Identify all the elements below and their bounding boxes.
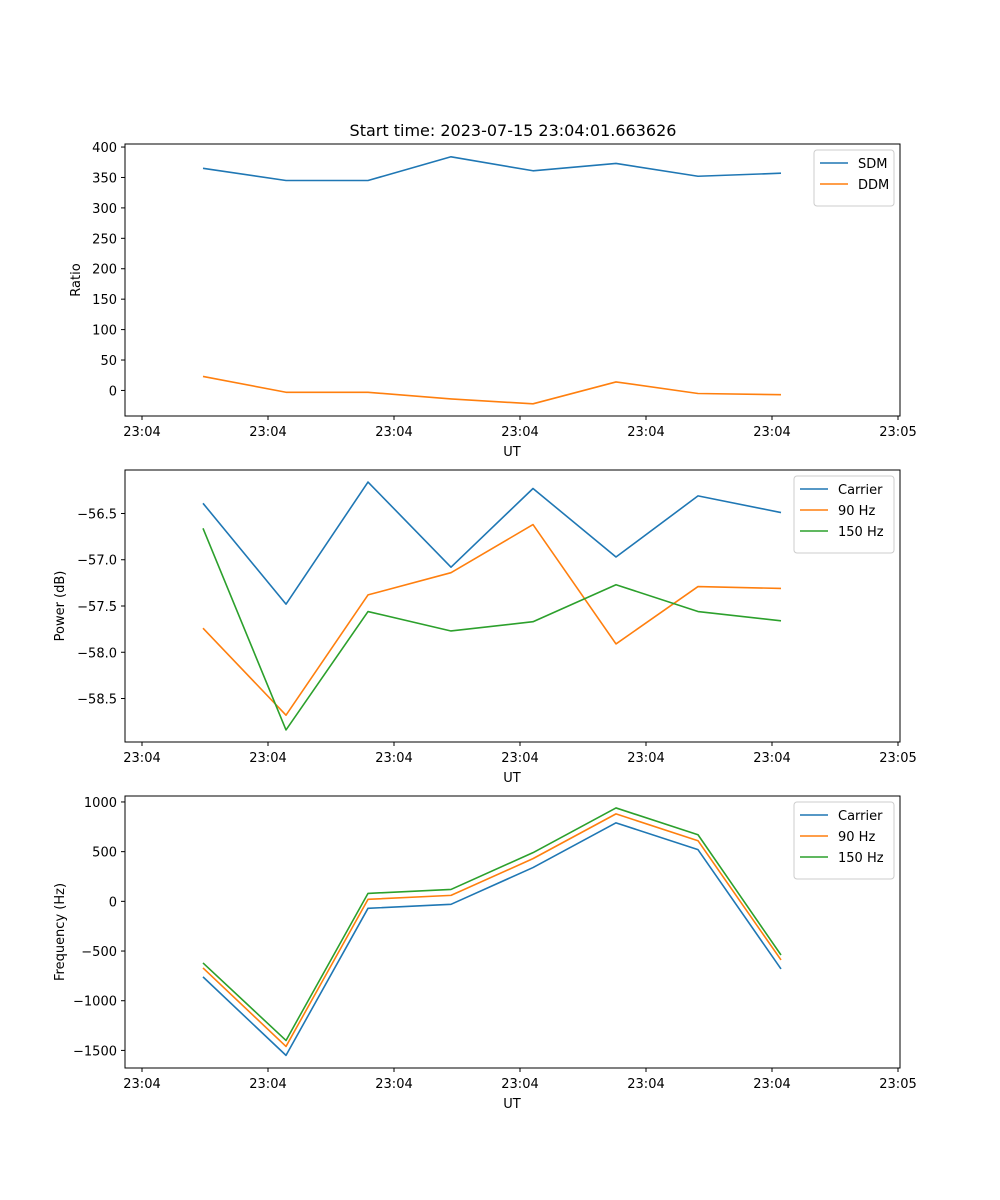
x-tick-label: 23:04 xyxy=(501,425,538,440)
legend-label: 150 Hz xyxy=(838,525,884,540)
x-tick-label: 23:04 xyxy=(627,1077,664,1092)
y-tick-label: 250 xyxy=(92,232,117,247)
x-tick-label: 23:05 xyxy=(879,1077,916,1092)
series-line-90-hz xyxy=(202,523,782,716)
y-tick-label: −1000 xyxy=(73,995,117,1010)
y-tick-label: −500 xyxy=(81,945,117,960)
legend-box xyxy=(793,475,895,554)
axes-frame xyxy=(124,143,901,417)
legend-label: 90 Hz xyxy=(838,830,875,845)
y-tick-label: 0 xyxy=(109,384,117,399)
legend: Carrier 90 Hz 150 Hz xyxy=(793,801,895,880)
x-tick-label: 23:04 xyxy=(249,751,286,766)
y-tick-label: −58.5 xyxy=(77,693,117,708)
axes-frame xyxy=(124,469,901,743)
legend-box xyxy=(813,149,895,207)
y-axis-label: Frequency (Hz) xyxy=(53,883,68,981)
x-axis-label: UT xyxy=(503,771,521,786)
x-tick-label: 23:04 xyxy=(249,1077,286,1092)
x-axis-label: UT xyxy=(503,445,521,460)
y-tick-label: 150 xyxy=(92,293,117,308)
x-tick-label: 23:05 xyxy=(879,751,916,766)
y-tick-label: 300 xyxy=(92,202,117,217)
x-tick-label: 23:04 xyxy=(123,751,160,766)
chart-panel-2: 23:04 23:04 23:04 23:04 23:04 23:04 23:05 −58.5… xyxy=(53,469,917,786)
legend-label: 150 Hz xyxy=(838,851,884,866)
chart-panel-1: 23:04 23:04 23:04 23:04 23:04 23:04 23:05 0 50 10… xyxy=(69,141,917,460)
legend-label: 90 Hz xyxy=(838,504,875,519)
y-tick-label: 500 xyxy=(92,846,117,861)
chart-panel-3: 23:04 23:04 23:04 23:04 23:04 23:04 23:05 −1500… xyxy=(53,795,917,1112)
legend-label: SDM xyxy=(858,157,887,172)
x-tick-label: 23:05 xyxy=(879,425,916,440)
x-tick-label: 23:04 xyxy=(249,425,286,440)
series-line-90-hz xyxy=(202,813,782,1048)
legend: Carrier 90 Hz 150 Hz xyxy=(793,475,895,554)
y-tick-label: 0 xyxy=(109,895,117,910)
series-line-ddm xyxy=(202,375,782,405)
legend-box xyxy=(793,801,895,880)
x-tick-label: 23:04 xyxy=(123,1077,160,1092)
legend-label: DDM xyxy=(858,178,889,193)
series-line-carrier xyxy=(202,822,782,1057)
x-axis-label: UT xyxy=(503,1097,521,1112)
series-line-150-hz xyxy=(202,527,782,731)
series-line-150-hz xyxy=(202,807,782,1042)
y-tick-label: 200 xyxy=(92,263,117,278)
y-tick-label: −57.0 xyxy=(77,554,117,569)
x-tick-label: 23:04 xyxy=(627,751,664,766)
axes-frame xyxy=(124,795,901,1069)
y-tick-label: −57.5 xyxy=(77,600,117,615)
legend-label: Carrier xyxy=(838,483,883,498)
legend: SDM DDM xyxy=(813,149,895,207)
y-tick-label: −56.5 xyxy=(77,507,117,522)
figure-title: Start time: 2023-07-15 23:04:01.663626 xyxy=(350,121,677,140)
x-tick-label: 23:04 xyxy=(753,425,790,440)
y-tick-label: 1000 xyxy=(84,796,117,811)
y-tick-label: −58.0 xyxy=(77,646,117,661)
series-line-sdm xyxy=(202,155,782,182)
x-tick-label: 23:04 xyxy=(123,425,160,440)
y-tick-label: 350 xyxy=(92,171,117,186)
x-tick-label: 23:04 xyxy=(375,425,412,440)
x-tick-label: 23:04 xyxy=(753,751,790,766)
x-tick-label: 23:04 xyxy=(375,751,412,766)
legend-label: Carrier xyxy=(838,809,883,824)
y-axis-label: Power (dB) xyxy=(53,571,68,642)
x-tick-label: 23:04 xyxy=(753,1077,790,1092)
x-tick-label: 23:04 xyxy=(501,1077,538,1092)
x-tick-label: 23:04 xyxy=(375,1077,412,1092)
y-tick-label: −1500 xyxy=(73,1044,117,1059)
y-tick-label: 50 xyxy=(100,354,117,369)
series-line-carrier xyxy=(202,481,782,605)
y-tick-label: 100 xyxy=(92,324,117,339)
y-tick-label: 400 xyxy=(92,141,117,156)
x-tick-label: 23:04 xyxy=(501,751,538,766)
x-tick-label: 23:04 xyxy=(627,425,664,440)
y-axis-label: Ratio xyxy=(69,263,84,296)
